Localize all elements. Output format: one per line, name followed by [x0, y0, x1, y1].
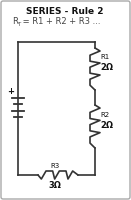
- Text: SERIES - Rule 2: SERIES - Rule 2: [26, 7, 104, 17]
- Text: R: R: [12, 18, 18, 26]
- Text: 2Ω: 2Ω: [100, 120, 113, 130]
- Text: R1: R1: [100, 54, 109, 60]
- Text: +: +: [7, 88, 15, 97]
- Text: R3: R3: [50, 163, 60, 169]
- Text: 3Ω: 3Ω: [49, 180, 61, 190]
- Text: 2Ω: 2Ω: [100, 62, 113, 72]
- FancyBboxPatch shape: [1, 1, 130, 199]
- Text: T: T: [17, 22, 20, 27]
- Text: = R1 + R2 + R3 ...: = R1 + R2 + R3 ...: [20, 18, 100, 26]
- Text: R2: R2: [100, 112, 109, 118]
